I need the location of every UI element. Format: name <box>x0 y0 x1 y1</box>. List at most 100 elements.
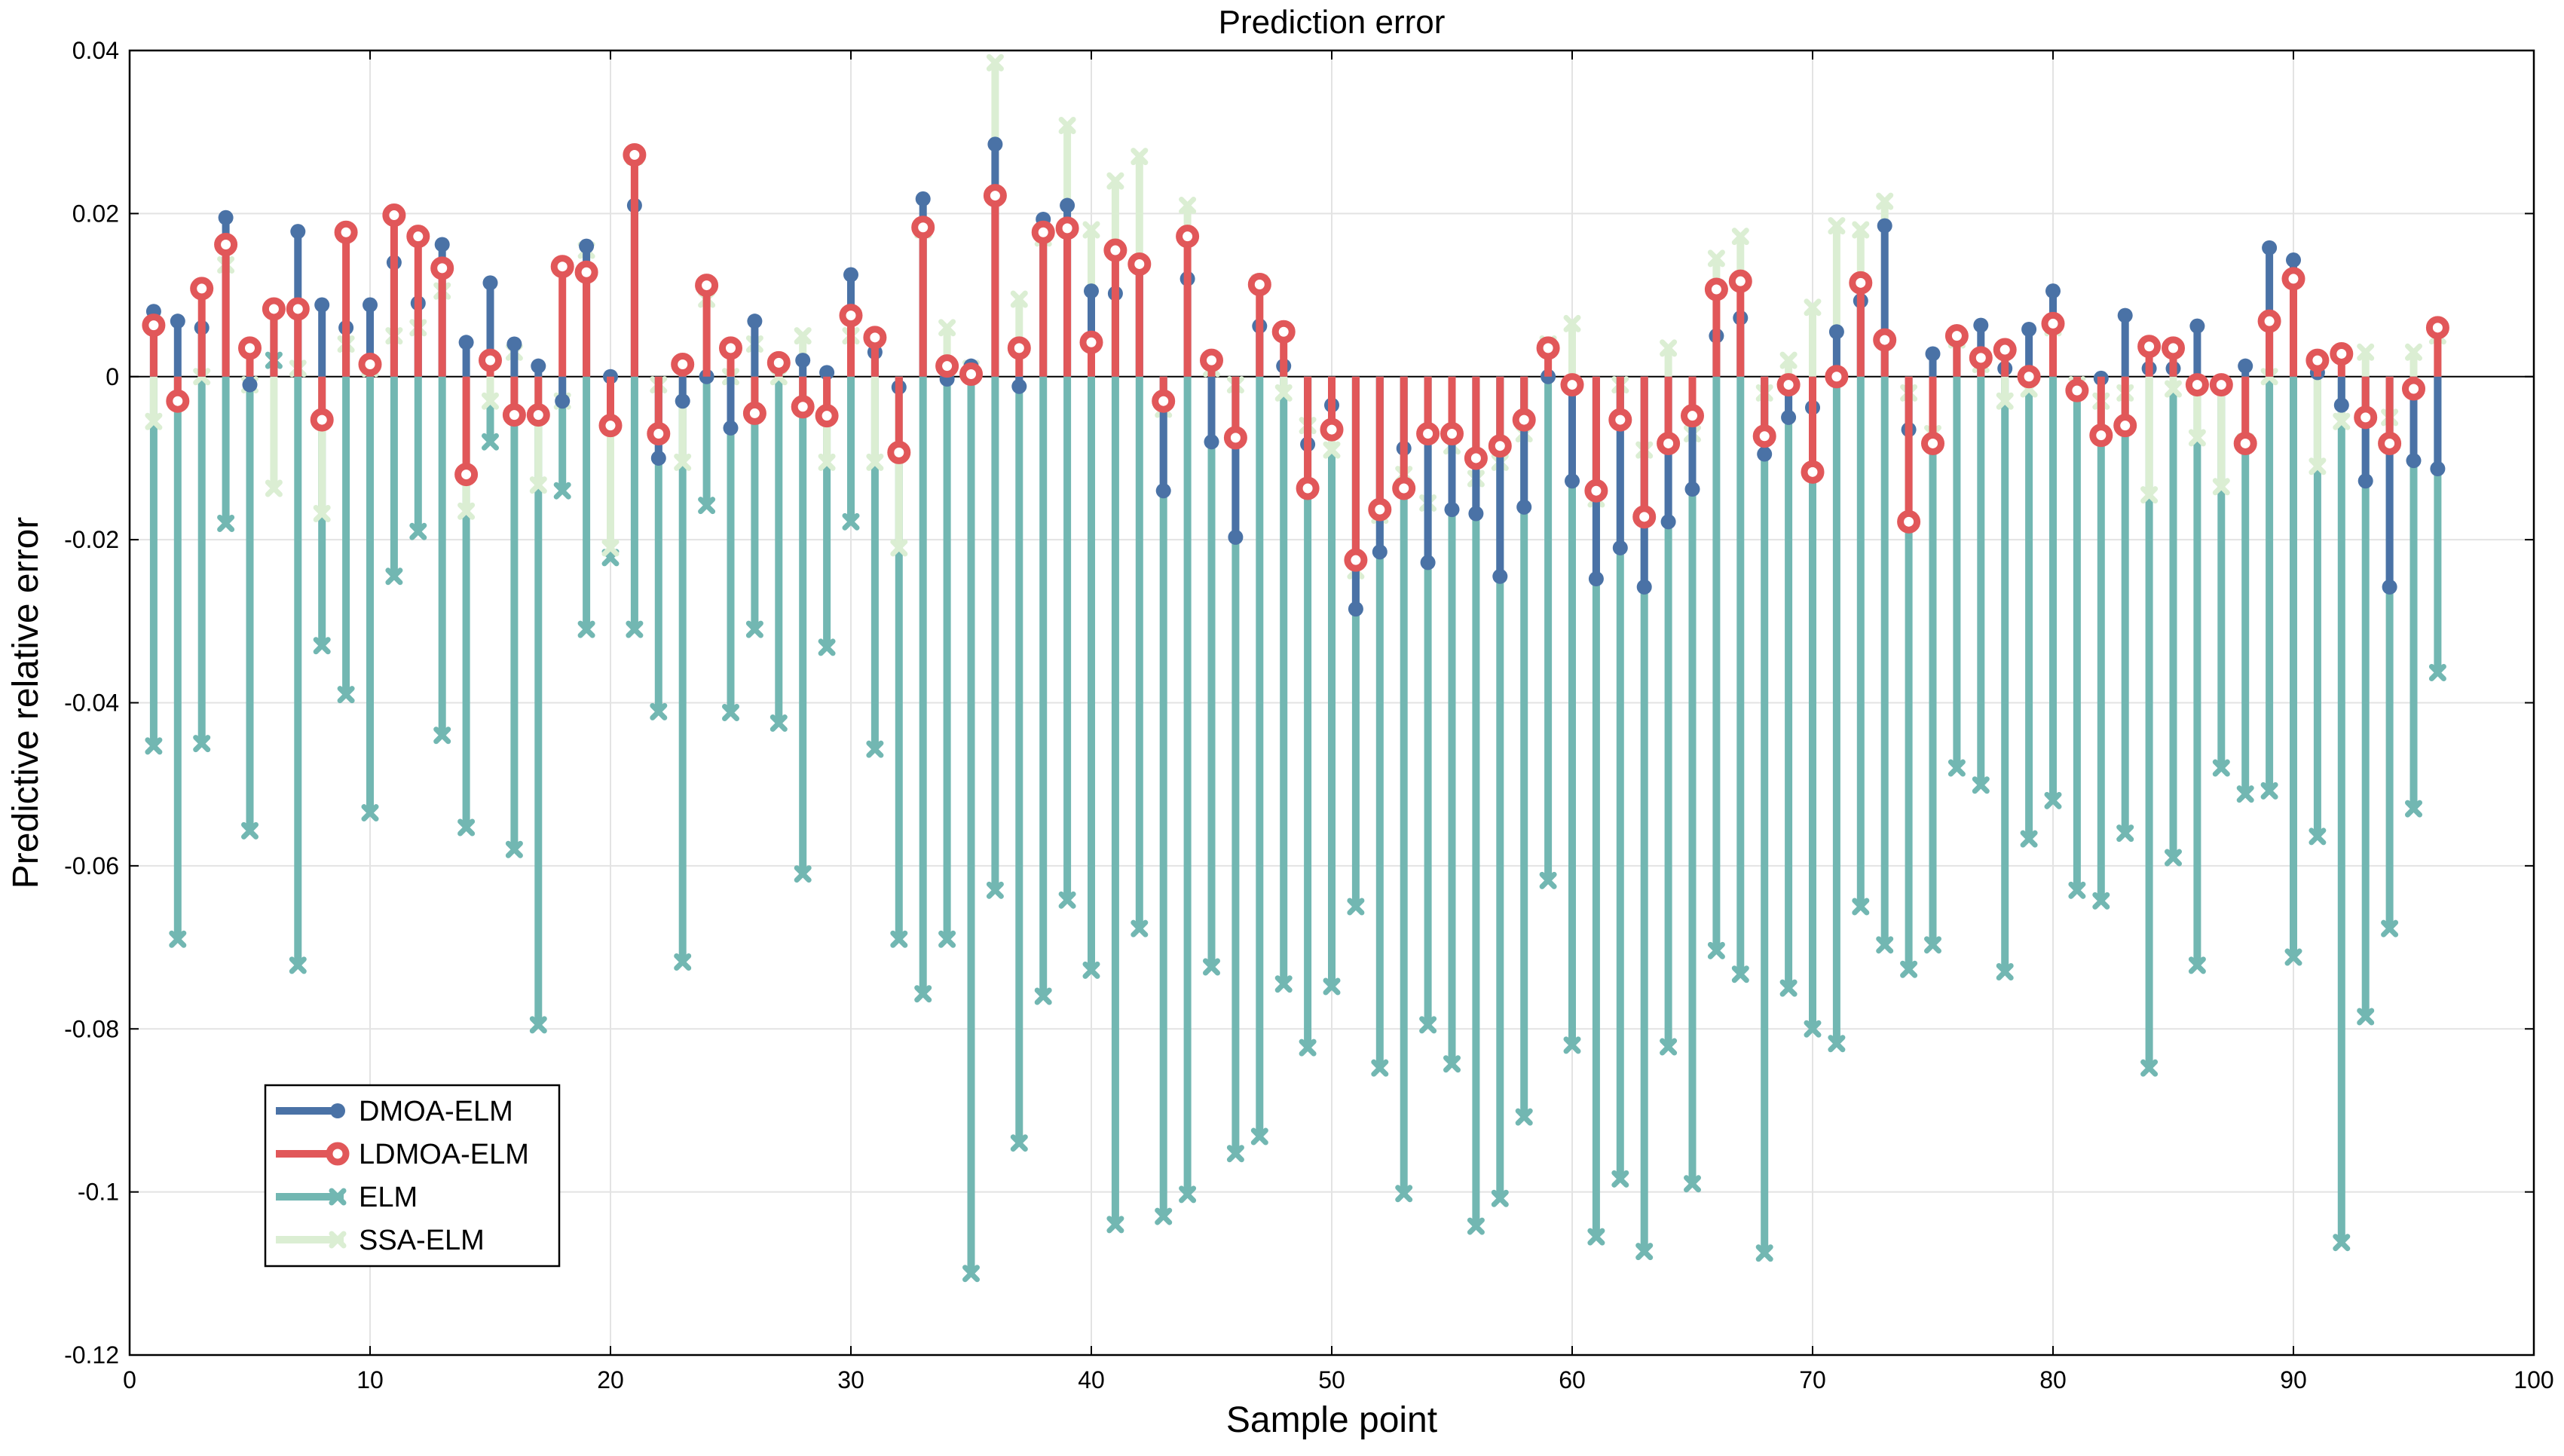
y-tick-labels: -0.12 -0.1 -0.08 -0.06 -0.04 -0.02 0 0.02 0.04 <box>64 37 2534 1369</box>
y-tick-label: 0.02 <box>72 200 119 227</box>
stem-marker <box>647 421 671 445</box>
stem-marker <box>1464 446 1488 470</box>
stem-marker <box>863 326 887 350</box>
stem-marker <box>1179 197 1197 215</box>
stem-marker <box>2113 414 2137 438</box>
stem-marker <box>959 362 983 387</box>
stem-marker <box>938 319 956 337</box>
stem-marker <box>2117 307 2133 323</box>
chart-title: Prediction error <box>1219 4 1446 41</box>
stem-marker <box>310 408 334 432</box>
legend-label: LDMOA-ELM <box>359 1139 529 1170</box>
stem-marker <box>506 336 522 352</box>
stem-marker <box>1131 148 1149 166</box>
stem-marker <box>2041 311 2065 335</box>
stem-marker <box>313 637 331 655</box>
stem-marker <box>529 1016 547 1034</box>
stem-marker <box>2212 478 2230 496</box>
stem-marker <box>1010 1134 1028 1152</box>
stem-marker <box>2357 1008 2375 1026</box>
stem-marker <box>2402 377 2425 401</box>
stem-marker <box>766 350 791 375</box>
stem-marker <box>1155 1207 1173 1225</box>
stem-marker <box>2286 252 2301 268</box>
stem-marker <box>914 985 932 1003</box>
stem-marker <box>1873 328 1897 352</box>
stem-marker <box>1731 965 1749 983</box>
stem-marker <box>2309 457 2327 476</box>
stem-marker <box>1444 502 1460 518</box>
stem-marker <box>482 275 498 291</box>
stem-marker <box>286 297 310 321</box>
stem-marker <box>2330 341 2354 366</box>
y-tick-label: 0.04 <box>72 37 119 64</box>
stem-marker <box>650 702 668 720</box>
stem-marker <box>745 620 763 638</box>
stem-marker <box>938 930 956 948</box>
stem-marker <box>1491 1189 1509 1207</box>
stem-marker <box>650 450 666 466</box>
y-tick-label: -0.04 <box>64 690 119 717</box>
x-tick-label: 20 <box>597 1366 624 1393</box>
stem-marker <box>1876 936 1894 954</box>
stem-marker <box>2354 405 2378 430</box>
stem-marker <box>626 620 644 638</box>
stem-marker <box>193 735 211 753</box>
stem-marker <box>1084 283 1099 299</box>
stem-marker <box>1368 497 1392 522</box>
stem-marker <box>1849 271 1873 295</box>
stem-marker <box>1079 330 1103 354</box>
stem-marker <box>458 335 474 350</box>
stem-marker <box>1011 378 1027 394</box>
stem-marker <box>1973 317 1989 333</box>
stem-marker <box>1467 1217 1485 1235</box>
stem-marker <box>433 726 451 745</box>
stem-marker <box>791 395 815 419</box>
stem-marker <box>1058 891 1076 909</box>
stem-marker <box>145 737 163 755</box>
stem-marker <box>675 393 690 409</box>
stem-marker <box>818 453 836 471</box>
stem-marker <box>1804 298 1822 317</box>
stem-marker <box>1947 759 1966 777</box>
stem-marker <box>1707 941 1725 959</box>
series-layer <box>142 54 2449 1283</box>
stem-marker <box>1055 216 1079 240</box>
stem-marker <box>577 620 595 638</box>
stem-marker <box>2425 316 2449 340</box>
stem-marker <box>1921 431 1944 455</box>
stem-marker <box>1155 483 1171 499</box>
stem-marker <box>1611 1170 1629 1188</box>
stem-marker <box>1852 898 1870 916</box>
stem-marker <box>1204 434 1219 450</box>
stem-marker <box>457 502 476 520</box>
stem-marker <box>1969 346 1993 370</box>
x-tick-label: 0 <box>123 1366 136 1393</box>
stem-marker <box>2378 431 2402 455</box>
stem-marker <box>842 512 860 531</box>
stem-marker <box>674 453 692 471</box>
stem-marker <box>579 238 595 254</box>
stem-marker <box>1852 221 1870 239</box>
stem-marker <box>2020 830 2038 848</box>
stem-marker <box>887 440 911 464</box>
stem-marker <box>1127 252 1152 276</box>
stem-marker <box>574 260 598 284</box>
stem-marker <box>866 453 884 471</box>
stem-marker <box>505 840 523 858</box>
stem-marker <box>1274 975 1293 993</box>
stem-marker <box>502 403 526 427</box>
stem-marker <box>169 930 187 948</box>
stem-marker <box>1176 225 1200 249</box>
stem-marker <box>1348 601 1363 617</box>
stem-marker <box>1632 505 1657 529</box>
y-tick-label: -0.06 <box>64 852 119 879</box>
x-tick-label: 50 <box>1318 1366 1345 1393</box>
x-tick-labels: 0 10 20 30 40 50 60 70 80 90 100 <box>123 50 2554 1393</box>
stem-marker <box>1106 1216 1124 1234</box>
stem-marker <box>1996 392 2014 410</box>
y-tick-label: -0.1 <box>78 1179 119 1206</box>
stem-marker <box>1082 221 1100 239</box>
stem-marker <box>1612 540 1628 555</box>
stem-marker <box>2233 431 2257 455</box>
